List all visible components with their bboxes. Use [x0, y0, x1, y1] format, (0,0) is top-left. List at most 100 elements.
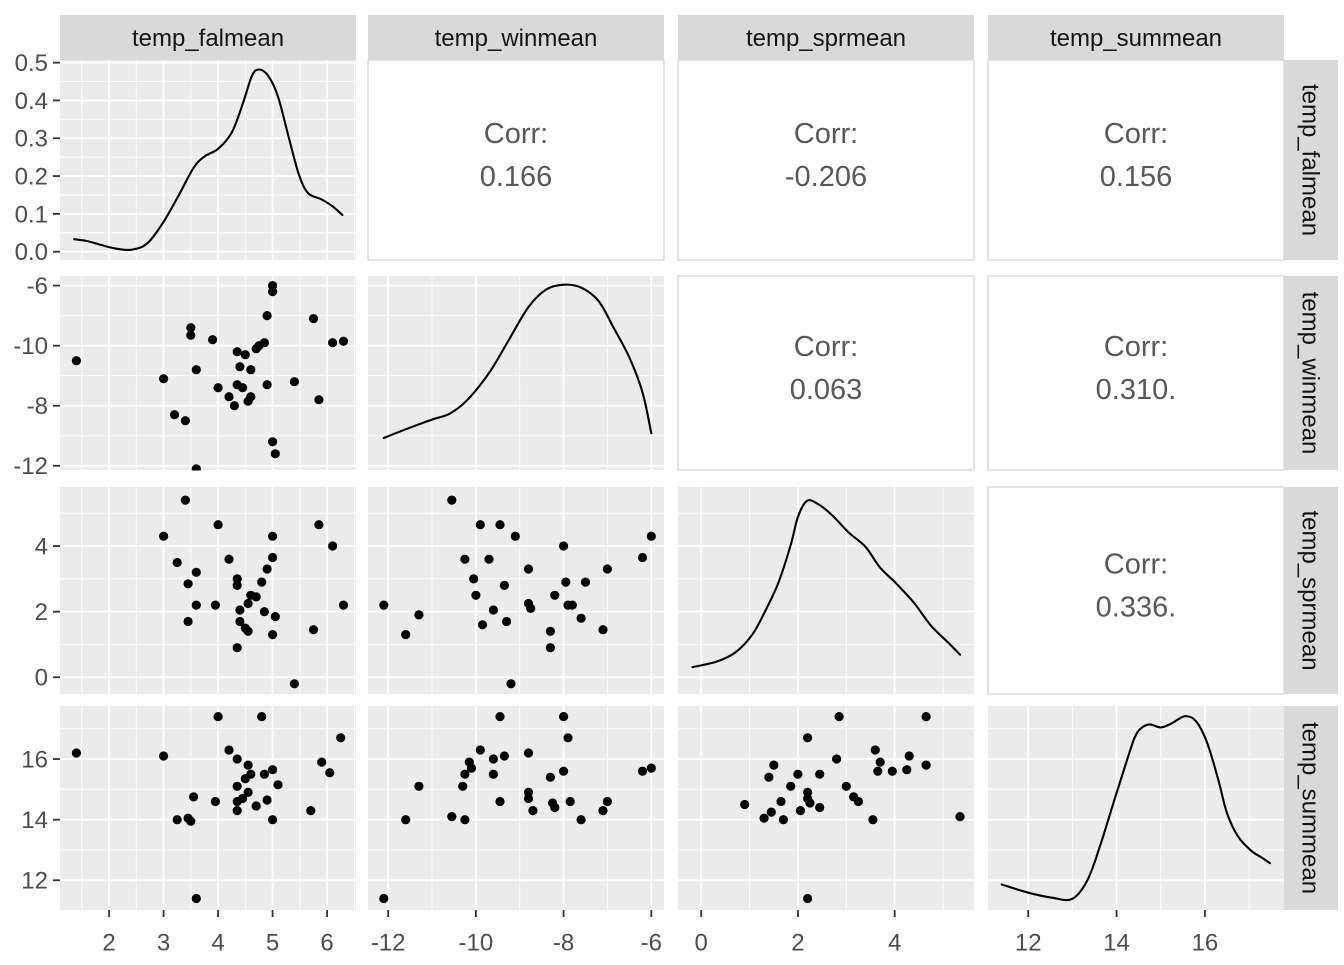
- y-tick-label: 4: [35, 533, 48, 560]
- scatter-point: [414, 610, 424, 620]
- panel-background: [678, 706, 974, 910]
- scatter-point: [189, 792, 199, 802]
- scatter-point: [471, 590, 481, 600]
- scatter-point: [183, 579, 193, 589]
- panel-background: [678, 487, 974, 694]
- scatter-point: [210, 600, 220, 610]
- corr-panel-background: [677, 275, 975, 471]
- scatter-point: [447, 812, 457, 822]
- column-strip-label: temp_winmean: [435, 25, 598, 52]
- scatter-point: [559, 766, 569, 776]
- corr-value: 0.336.: [1096, 592, 1177, 624]
- scatter-point: [159, 374, 169, 384]
- scatter-point: [545, 626, 556, 636]
- scatter-point: [210, 796, 220, 807]
- corr-panel-background: [987, 275, 1285, 471]
- scatter-point: [786, 781, 796, 791]
- scatter-point: [414, 781, 424, 791]
- row-strip-label: temp_sprmean: [1297, 510, 1324, 670]
- scatter-point: [268, 630, 278, 640]
- scatter-point: [565, 796, 575, 807]
- scatter-point: [172, 815, 182, 825]
- scatter-point: [803, 893, 813, 904]
- corr-value: 0.310.: [1096, 374, 1177, 406]
- scatter-point: [769, 760, 779, 770]
- scatter-points: [379, 712, 656, 904]
- corr-value: 0.166: [480, 161, 553, 193]
- x-tick-label: 16: [1192, 929, 1219, 956]
- scatter-point: [262, 564, 272, 574]
- scatter-point: [159, 531, 169, 541]
- corr-value: 0.156: [1100, 161, 1173, 193]
- scatter-point: [602, 796, 613, 807]
- scatter-point: [834, 712, 844, 722]
- scatter-points: [71, 712, 346, 904]
- scatter-point: [598, 806, 608, 816]
- scatter-point: [776, 796, 786, 807]
- scatter-point: [246, 392, 256, 402]
- panel-corr-temp_winmean-vs-temp_summean: Corr: 0.310.: [987, 275, 1285, 471]
- scatter-point: [257, 577, 267, 587]
- corr-panel-background: [987, 486, 1285, 695]
- scatter-point: [460, 815, 470, 825]
- scatter-point: [268, 437, 278, 447]
- scatter-point: [401, 630, 411, 640]
- scatter-point: [469, 574, 479, 584]
- panel-scatter-temp_sprmean-vs-temp_summean: [678, 706, 974, 910]
- y-tick-label: 0.5: [15, 50, 48, 77]
- scatter-point: [238, 793, 248, 804]
- scatter-point: [805, 798, 815, 808]
- scatter-point: [447, 495, 457, 505]
- scatter-point: [328, 541, 338, 551]
- scatter-point: [550, 802, 560, 813]
- scatter-point: [602, 564, 613, 574]
- scatter-point: [191, 365, 201, 375]
- x-tick-label: 12: [1015, 929, 1042, 956]
- scatter-points: [159, 495, 349, 689]
- scatter-point: [495, 520, 505, 530]
- x-tick-label: 14: [1103, 929, 1130, 956]
- column-strip-label: temp_summean: [1050, 25, 1222, 52]
- scatter-point: [475, 745, 485, 755]
- panel-density-temp_winmean: [368, 276, 664, 470]
- scatter-point: [841, 781, 851, 791]
- scatter-point: [460, 554, 470, 564]
- scatter-point: [308, 625, 319, 635]
- row-strip-temp_summean: temp_summean: [1284, 706, 1338, 910]
- scatter-point: [506, 679, 516, 689]
- scatter-point: [172, 557, 182, 568]
- scatter-point: [338, 336, 349, 346]
- scatter-point: [336, 733, 346, 743]
- scatter-point: [232, 574, 242, 584]
- scatter-point: [778, 815, 789, 825]
- row-strip-temp_falmean: temp_falmean: [1284, 60, 1338, 260]
- scatter-point: [208, 335, 218, 345]
- scatter-point: [580, 577, 591, 587]
- corr-value: -0.206: [785, 161, 867, 193]
- scatter-point: [523, 793, 534, 804]
- panel-corr-temp_falmean-vs-temp_winmean: Corr: 0.166: [367, 59, 665, 261]
- x-tick-label: -10: [459, 929, 494, 956]
- scatter-point: [328, 338, 338, 348]
- scatter-point: [191, 893, 201, 904]
- x-tick-label: 4: [888, 929, 901, 956]
- panel-scatter-temp_falmean-vs-temp_summean: [60, 706, 356, 910]
- scatter-point: [317, 757, 327, 767]
- scatter-point: [338, 600, 349, 610]
- strip-background: [368, 15, 664, 60]
- scatter-point: [262, 795, 272, 805]
- scatter-point: [955, 812, 965, 822]
- scatter-point: [186, 330, 196, 340]
- corr-label: Corr:: [1104, 118, 1168, 150]
- scatter-point: [875, 757, 885, 767]
- x-tick-label: 2: [102, 929, 115, 956]
- scatter-point: [243, 598, 253, 609]
- scatter-point: [526, 603, 536, 614]
- scatter-point: [740, 799, 750, 810]
- y-tick-label: -12: [13, 453, 48, 480]
- panel-corr-temp_falmean-vs-temp_sprmean: Corr: -0.206: [677, 59, 975, 261]
- scatter-point: [306, 806, 316, 816]
- scatter-point: [576, 815, 586, 825]
- x-tick-label: -6: [641, 929, 662, 956]
- x-tick-label: 0: [695, 929, 708, 956]
